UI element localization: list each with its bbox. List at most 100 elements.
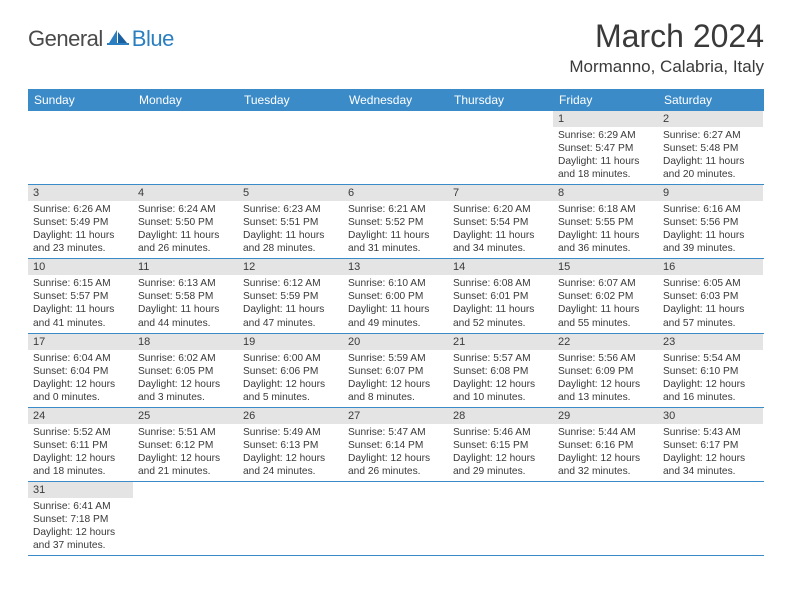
day-number: 11 (133, 259, 238, 275)
day-details: Sunrise: 5:44 AMSunset: 6:16 PMDaylight:… (553, 424, 658, 481)
sunrise-line: Sunrise: 6:21 AM (348, 203, 443, 216)
day-number: 22 (553, 334, 658, 350)
calendar-week: 3Sunrise: 6:26 AMSunset: 5:49 PMDaylight… (28, 185, 764, 259)
daylight-line: Daylight: 11 hours and 49 minutes. (348, 303, 443, 329)
calendar-day: 20Sunrise: 5:59 AMSunset: 6:07 PMDayligh… (343, 334, 448, 407)
day-details: Sunrise: 5:59 AMSunset: 6:07 PMDaylight:… (343, 350, 448, 407)
day-number: 15 (553, 259, 658, 275)
sunset-line: Sunset: 6:01 PM (453, 290, 548, 303)
daylight-line: Daylight: 11 hours and 57 minutes. (663, 303, 758, 329)
calendar-day: 29Sunrise: 5:44 AMSunset: 6:16 PMDayligh… (553, 408, 658, 481)
calendar-day-empty (343, 482, 448, 555)
sunset-line: Sunset: 5:59 PM (243, 290, 338, 303)
sunrise-line: Sunrise: 6:08 AM (453, 277, 548, 290)
daylight-line: Daylight: 11 hours and 39 minutes. (663, 229, 758, 255)
calendar-day-empty (238, 111, 343, 184)
calendar-day-empty (133, 111, 238, 184)
calendar-day: 10 Sunrise: 6:15 AMSunset: 5:57 PMDayligh… (28, 259, 133, 332)
location: Mormanno, Calabria, Italy (569, 57, 764, 77)
day-details: Sunrise: 6:26 AMSunset: 5:49 PMDaylight:… (28, 201, 133, 258)
day-details: Sunrise: 6:23 AMSunset: 5:51 PMDaylight:… (238, 201, 343, 258)
sunrise-line: Sunrise: 6:05 AM (663, 277, 758, 290)
day-details: Sunrise: 5:54 AMSunset: 6:10 PMDaylight:… (658, 350, 763, 407)
sunrise-line: Sunrise: 6:07 AM (558, 277, 653, 290)
daylight-line: Daylight: 11 hours and 41 minutes. (33, 303, 128, 329)
calendar-day: 2Sunrise: 6:27 AMSunset: 5:48 PMDaylight… (658, 111, 763, 184)
day-number: 28 (448, 408, 553, 424)
calendar-week: 10Sunrise: 6:15 AMSunset: 5:57 PMDayligh… (28, 259, 764, 333)
sunset-line: Sunset: 6:04 PM (33, 365, 128, 378)
sunset-line: Sunset: 6:12 PM (138, 439, 233, 452)
day-details: Sunrise: 5:57 AMSunset: 6:08 PMDaylight:… (448, 350, 553, 407)
sunrise-line: Sunrise: 6:15 AM (33, 277, 128, 290)
sunrise-line: Sunrise: 5:47 AM (348, 426, 443, 439)
calendar-day: 26Sunrise: 5:49 AMSunset: 6:13 PMDayligh… (238, 408, 343, 481)
sunrise-line: Sunrise: 6:24 AM (138, 203, 233, 216)
daylight-line: Daylight: 12 hours and 34 minutes. (663, 452, 758, 478)
sunrise-line: Sunrise: 6:20 AM (453, 203, 548, 216)
daylight-line: Daylight: 12 hours and 5 minutes. (243, 378, 338, 404)
sunrise-line: Sunrise: 6:23 AM (243, 203, 338, 216)
calendar-day-empty (133, 482, 238, 555)
daylight-line: Daylight: 11 hours and 34 minutes. (453, 229, 548, 255)
calendar-day-empty (553, 482, 658, 555)
sunrise-line: Sunrise: 5:43 AM (663, 426, 758, 439)
calendar-day: 16Sunrise: 6:05 AMSunset: 6:03 PMDayligh… (658, 259, 763, 332)
calendar-day: 22Sunrise: 5:56 AMSunset: 6:09 PMDayligh… (553, 334, 658, 407)
daylight-line: Daylight: 11 hours and 47 minutes. (243, 303, 338, 329)
day-details: Sunrise: 6:02 AMSunset: 6:05 PMDaylight:… (133, 350, 238, 407)
day-details: Sunrise: 6:27 AMSunset: 5:48 PMDaylight:… (658, 127, 763, 184)
day-details: Sunrise: 6:12 AMSunset: 5:59 PMDaylight:… (238, 275, 343, 332)
calendar-weeks: 1Sunrise: 6:29 AMSunset: 5:47 PMDaylight… (28, 111, 764, 556)
daylight-line: Daylight: 11 hours and 52 minutes. (453, 303, 548, 329)
day-number: 7 (448, 185, 553, 201)
day-details: Sunrise: 5:47 AMSunset: 6:14 PMDaylight:… (343, 424, 448, 481)
day-header: Thursday (448, 89, 553, 111)
calendar-day: 7Sunrise: 6:20 AMSunset: 5:54 PMDaylight… (448, 185, 553, 258)
calendar-day: 24Sunrise: 5:52 AMSunset: 6:11 PMDayligh… (28, 408, 133, 481)
day-header: Monday (133, 89, 238, 111)
calendar-day: 8Sunrise: 6:18 AMSunset: 5:55 PMDaylight… (553, 185, 658, 258)
day-header: Sunday (28, 89, 133, 111)
sunrise-line: Sunrise: 5:57 AM (453, 352, 548, 365)
daylight-line: Daylight: 12 hours and 32 minutes. (558, 452, 653, 478)
sunrise-line: Sunrise: 5:54 AM (663, 352, 758, 365)
calendar-day: 13Sunrise: 6:10 AMSunset: 6:00 PMDayligh… (343, 259, 448, 332)
sunrise-line: Sunrise: 5:59 AM (348, 352, 443, 365)
daylight-line: Daylight: 11 hours and 55 minutes. (558, 303, 653, 329)
day-details: Sunrise: 5:52 AMSunset: 6:11 PMDaylight:… (28, 424, 133, 481)
calendar-week: 24Sunrise: 5:52 AMSunset: 6:11 PMDayligh… (28, 408, 764, 482)
sunset-line: Sunset: 5:51 PM (243, 216, 338, 229)
daylight-line: Daylight: 12 hours and 3 minutes. (138, 378, 233, 404)
calendar-day-empty (448, 482, 553, 555)
calendar-day: 11Sunrise: 6:13 AMSunset: 5:58 PMDayligh… (133, 259, 238, 332)
sunset-line: Sunset: 6:11 PM (33, 439, 128, 452)
day-number: 17 (28, 334, 133, 350)
sunset-line: Sunset: 5:57 PM (33, 290, 128, 303)
sunrise-line: Sunrise: 6:00 AM (243, 352, 338, 365)
sunrise-line: Sunrise: 5:52 AM (33, 426, 128, 439)
sunset-line: Sunset: 5:47 PM (558, 142, 653, 155)
sunset-line: Sunset: 6:05 PM (138, 365, 233, 378)
sunset-line: Sunset: 6:02 PM (558, 290, 653, 303)
logo-text-blue: Blue (132, 26, 174, 52)
day-number: 8 (553, 185, 658, 201)
daylight-line: Daylight: 12 hours and 10 minutes. (453, 378, 548, 404)
day-number: 6 (343, 185, 448, 201)
day-number: 20 (343, 334, 448, 350)
day-header: Friday (553, 89, 658, 111)
sunrise-line: Sunrise: 6:12 AM (243, 277, 338, 290)
day-details: Sunrise: 6:20 AMSunset: 5:54 PMDaylight:… (448, 201, 553, 258)
calendar-day: 30Sunrise: 5:43 AMSunset: 6:17 PMDayligh… (658, 408, 763, 481)
day-number: 1 (553, 111, 658, 127)
sunrise-line: Sunrise: 6:41 AM (33, 500, 128, 513)
daylight-line: Daylight: 11 hours and 36 minutes. (558, 229, 653, 255)
sunset-line: Sunset: 6:14 PM (348, 439, 443, 452)
sunset-line: Sunset: 5:54 PM (453, 216, 548, 229)
day-number: 30 (658, 408, 763, 424)
day-number: 14 (448, 259, 553, 275)
sunrise-line: Sunrise: 6:13 AM (138, 277, 233, 290)
calendar-day: 28Sunrise: 5:46 AMSunset: 6:15 PMDayligh… (448, 408, 553, 481)
day-number: 10 (28, 259, 133, 275)
calendar-day: 17Sunrise: 6:04 AMSunset: 6:04 PMDayligh… (28, 334, 133, 407)
